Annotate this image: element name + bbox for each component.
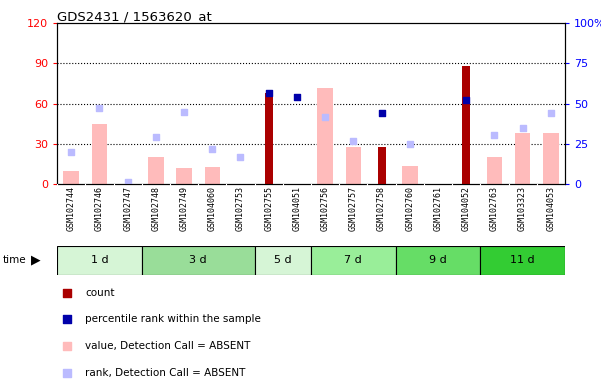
Bar [142, 246, 255, 275]
Text: GSM102758: GSM102758 [377, 186, 386, 231]
Point [462, 97, 471, 103]
Point [207, 146, 217, 152]
Text: GSM102760: GSM102760 [405, 186, 414, 231]
Text: GSM104052: GSM104052 [462, 186, 471, 231]
Text: GSM102755: GSM102755 [264, 186, 273, 231]
Point [349, 138, 358, 144]
Point [490, 131, 499, 138]
Text: 7 d: 7 d [344, 255, 362, 265]
Text: GSM104053: GSM104053 [546, 186, 555, 231]
Bar [255, 246, 311, 275]
Bar [480, 246, 565, 275]
Bar [402, 166, 418, 184]
Point [123, 179, 132, 185]
Text: GSM102746: GSM102746 [95, 186, 104, 231]
Point [151, 134, 160, 141]
Text: 5 d: 5 d [274, 255, 291, 265]
Text: GSM102761: GSM102761 [433, 186, 442, 231]
Bar [487, 157, 502, 184]
Point [179, 109, 189, 115]
Point [320, 114, 330, 120]
Text: GSM104051: GSM104051 [293, 186, 302, 231]
Text: GSM102748: GSM102748 [151, 186, 160, 231]
Bar [462, 66, 470, 184]
Text: GSM102756: GSM102756 [320, 186, 329, 231]
Text: GSM102757: GSM102757 [349, 186, 358, 231]
Text: time: time [3, 255, 26, 265]
Bar [57, 246, 142, 275]
Point [518, 125, 528, 131]
Text: 9 d: 9 d [429, 255, 447, 265]
Text: GSM102753: GSM102753 [236, 186, 245, 231]
Text: GSM104060: GSM104060 [208, 186, 217, 231]
Text: GDS2431 / 1563620_at: GDS2431 / 1563620_at [57, 10, 212, 23]
Point [546, 110, 556, 116]
Bar [543, 133, 558, 184]
Bar [395, 246, 480, 275]
Text: GSM102744: GSM102744 [67, 186, 76, 231]
Point [398, 229, 408, 235]
Point [264, 90, 273, 96]
Text: GSM102763: GSM102763 [490, 186, 499, 231]
Bar [265, 93, 273, 184]
Text: ▶: ▶ [31, 254, 41, 266]
Text: count: count [85, 288, 115, 298]
Bar [92, 124, 107, 184]
Text: GSM102747: GSM102747 [123, 186, 132, 231]
Text: 3 d: 3 d [189, 255, 207, 265]
Text: percentile rank within the sample: percentile rank within the sample [85, 314, 261, 324]
Text: value, Detection Call = ABSENT: value, Detection Call = ABSENT [85, 341, 251, 351]
Bar [204, 167, 220, 184]
Bar [176, 168, 192, 184]
Bar [377, 147, 385, 184]
Bar [317, 88, 333, 184]
Bar [515, 133, 530, 184]
Bar [311, 246, 395, 275]
Point [377, 179, 386, 185]
Bar [148, 157, 163, 184]
Bar [64, 171, 79, 184]
Point [94, 104, 104, 111]
Point [236, 154, 245, 161]
Point [66, 149, 76, 155]
Text: 11 d: 11 d [510, 255, 535, 265]
Point [377, 110, 386, 116]
Text: GSM103323: GSM103323 [518, 186, 527, 231]
Point [292, 94, 302, 100]
Text: GSM102749: GSM102749 [180, 186, 189, 231]
Point [405, 141, 415, 147]
Text: 1 d: 1 d [91, 255, 108, 265]
Text: rank, Detection Call = ABSENT: rank, Detection Call = ABSENT [85, 368, 245, 378]
Bar [346, 147, 361, 184]
